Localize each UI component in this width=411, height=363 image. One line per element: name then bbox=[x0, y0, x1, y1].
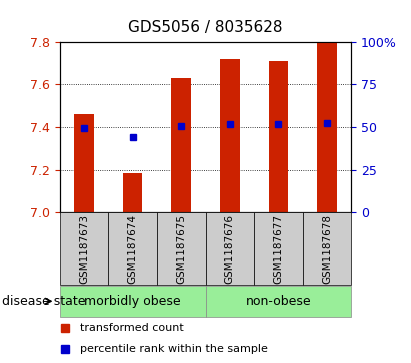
Text: GDS5056 / 8035628: GDS5056 / 8035628 bbox=[128, 20, 283, 35]
Text: transformed count: transformed count bbox=[80, 323, 184, 333]
Bar bbox=[123, 173, 142, 212]
Text: GSM1187674: GSM1187674 bbox=[127, 214, 138, 284]
Bar bbox=[60, 286, 206, 317]
Bar bbox=[206, 286, 351, 317]
Bar bbox=[171, 78, 191, 212]
Text: percentile rank within the sample: percentile rank within the sample bbox=[80, 344, 268, 354]
Text: non-obese: non-obese bbox=[246, 295, 311, 308]
Text: disease state: disease state bbox=[2, 295, 85, 308]
Bar bbox=[303, 212, 351, 285]
Bar bbox=[254, 212, 303, 285]
Bar bbox=[74, 114, 94, 212]
Bar bbox=[220, 59, 240, 212]
Bar bbox=[108, 212, 157, 285]
Text: morbidly obese: morbidly obese bbox=[84, 295, 181, 308]
Bar bbox=[269, 61, 288, 212]
Bar bbox=[206, 212, 254, 285]
Text: GSM1187673: GSM1187673 bbox=[79, 214, 89, 284]
Bar bbox=[157, 212, 206, 285]
Text: GSM1187677: GSM1187677 bbox=[273, 214, 284, 284]
Text: GSM1187676: GSM1187676 bbox=[225, 214, 235, 284]
Bar bbox=[317, 42, 337, 212]
Bar bbox=[60, 212, 108, 285]
Text: GSM1187678: GSM1187678 bbox=[322, 214, 332, 284]
Text: GSM1187675: GSM1187675 bbox=[176, 214, 186, 284]
